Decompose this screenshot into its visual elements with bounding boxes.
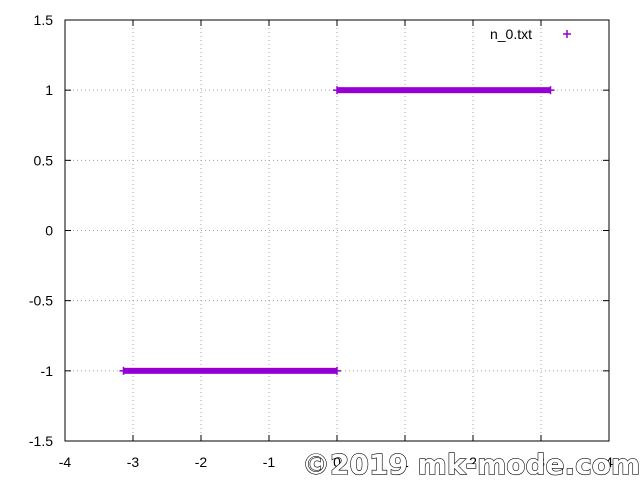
x-tick-label: -2 — [195, 454, 208, 470]
segment-band — [123, 367, 337, 374]
y-tick-label: -1.5 — [29, 433, 53, 449]
x-tick-label: 0 — [333, 454, 341, 470]
tick-labels: -4 -3 -2 -1 0 1 2 3 4 -1.5 -1 -0.5 0 0.5 1 1.5 — [29, 12, 613, 470]
segment-band — [337, 87, 551, 94]
legend-label: n_0.txt — [490, 26, 532, 42]
y-tick-label: -1 — [41, 363, 54, 379]
ticks — [64, 19, 610, 442]
y-tick-label: 0 — [45, 223, 53, 239]
legend-marker-icon — [563, 30, 571, 38]
y-tick-label: 1 — [45, 82, 53, 98]
x-tick-label: 3 — [537, 454, 545, 470]
y-tick-label: -0.5 — [29, 293, 53, 309]
legend: n_0.txt — [490, 26, 571, 42]
watermark: ©2019 mk-mode.com — [302, 448, 640, 480]
data-series — [119, 86, 555, 375]
x-tick-label: -1 — [263, 454, 276, 470]
y-tick-label: 1.5 — [34, 12, 54, 28]
data-segment — [119, 366, 341, 375]
x-tick-label: -4 — [59, 454, 72, 470]
x-tick-label: -3 — [127, 454, 140, 470]
x-tick-label: 4 — [605, 454, 613, 470]
data-segment — [333, 86, 555, 95]
y-tick-label: 0.5 — [34, 152, 54, 168]
x-tick-label: 1 — [401, 454, 409, 470]
grid — [65, 20, 609, 441]
x-tick-label: 2 — [469, 454, 477, 470]
